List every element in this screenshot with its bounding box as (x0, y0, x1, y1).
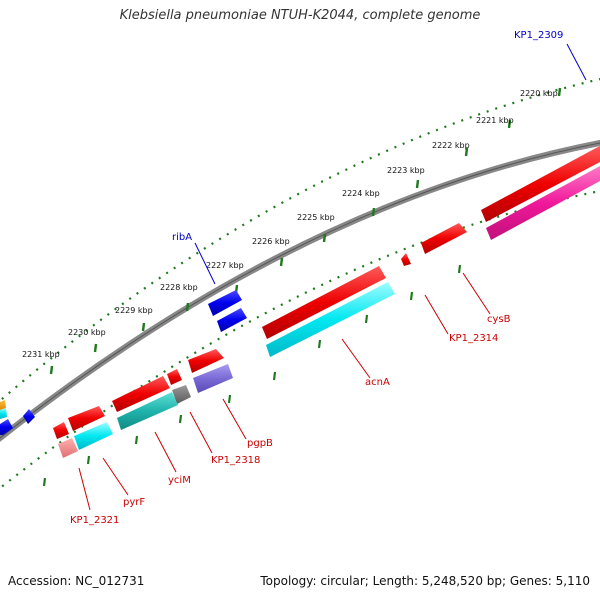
scale-label-2227: 2227 kbp (206, 261, 244, 270)
gene-arrow-kp1-2314[interactable] (401, 253, 411, 266)
scale-label-2228: 2228 kbp (160, 283, 198, 292)
scale-label-2230: 2230 kbp (68, 328, 106, 337)
scale-label-2223: 2223 kbp (387, 166, 425, 175)
gray-bar[interactable] (172, 385, 191, 404)
gene-arrow-riba[interactable] (208, 290, 242, 316)
scale-label-2229: 2229 kbp (115, 306, 153, 315)
scale-inner-ticks (42, 194, 557, 487)
cyan-bar-pyrf[interactable] (74, 422, 113, 450)
gene-arrow-small-blue[interactable] (23, 409, 35, 424)
gene-label-cysb[interactable]: cysB (487, 314, 511, 325)
scale-label-2224: 2224 kbp (342, 189, 380, 198)
scale-ring-outer (0, 78, 600, 403)
gene-arrow-riba-2[interactable] (217, 308, 247, 332)
gene-label-kp1-2314[interactable]: KP1_2314 (449, 333, 498, 344)
gene-arrow-pyrf[interactable] (68, 406, 105, 431)
gene-label-riba[interactable]: ribA (172, 232, 192, 243)
pink-bar[interactable] (486, 166, 600, 240)
gene-edge-orange[interactable] (0, 400, 6, 410)
gene-arrow-acna[interactable] (262, 266, 386, 339)
leader-kp1-2314 (424, 294, 449, 335)
gene-arrow-pgpb[interactable] (188, 349, 224, 373)
leader-cysb (462, 272, 491, 315)
gene-label-kp1-2321[interactable]: KP1_2321 (70, 515, 119, 526)
leader-kp1-2318 (189, 411, 213, 454)
gene-arrow-kp1-2321[interactable] (53, 422, 69, 439)
scale-label-2226: 2226 kbp (252, 237, 290, 246)
scale-label-2231: 2231 kbp (22, 350, 60, 359)
gene-arrow-kp1-2318[interactable] (167, 369, 182, 385)
gene-label-ycim[interactable]: yciM (168, 475, 191, 486)
map-title: Klebsiella pneumoniae NTUH-K2044, comple… (119, 8, 481, 23)
gene-arrow-kp1-2310[interactable] (481, 146, 600, 222)
gene-label-kp1-2309[interactable]: KP1_2309 (514, 30, 563, 41)
violet-bar-pgpb[interactable] (193, 364, 233, 393)
scale-label-2221: 2221 kbp (476, 116, 514, 125)
gene-label-kp1-2318[interactable]: KP1_2318 (211, 455, 260, 466)
scale-ring-inner (0, 189, 600, 490)
forward-genes (53, 146, 600, 439)
gene-label-acna[interactable]: acnA (365, 377, 390, 388)
leader-ycim (154, 431, 177, 473)
scale-label-2220: 2220 kbp (520, 89, 558, 98)
gene-arrow-cysb[interactable] (421, 223, 467, 254)
cyan-bar-acna[interactable] (266, 282, 395, 357)
leader-pgpb (222, 398, 247, 440)
genome-summary: Topology: circular; Length: 5,248,520 bp… (260, 574, 590, 588)
leader-riba (194, 242, 216, 285)
teal-bar-ycim[interactable] (117, 392, 178, 430)
gene-label-pyrf[interactable]: pyrF (123, 497, 145, 508)
gene-edge-cyan[interactable] (0, 408, 7, 419)
gene-arrow-left-blue[interactable] (0, 419, 13, 435)
leader-kp1-2309 (566, 43, 587, 81)
leader-pyrf (102, 457, 129, 496)
scale-label-2222: 2222 kbp (432, 141, 470, 150)
scale-label-2225: 2225 kbp (297, 213, 335, 222)
gene-label-pgpb[interactable]: pgpB (247, 438, 273, 449)
annotation-track (58, 166, 600, 458)
leader-kp1-2321 (78, 467, 91, 511)
accession-text: Accession: NC_012731 (8, 574, 145, 588)
gene-arrow-ycim[interactable] (112, 376, 170, 412)
leader-acna (341, 338, 371, 379)
genome-backbone (0, 139, 600, 442)
salmon-bar-kp1-2321[interactable] (58, 438, 78, 458)
reverse-genes (0, 290, 247, 435)
